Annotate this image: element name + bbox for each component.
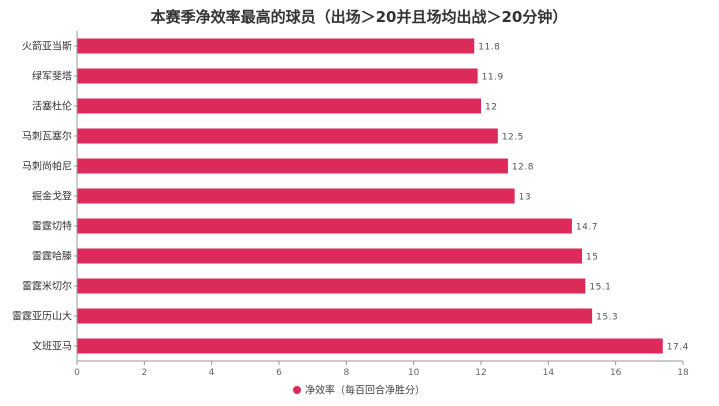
x-tick-label: 18: [677, 368, 689, 378]
data-label: 15.1: [589, 283, 611, 293]
bar[interactable]: [77, 188, 515, 204]
data-label: 15: [586, 253, 598, 263]
x-tick-label: 10: [408, 368, 420, 378]
bar[interactable]: [77, 248, 582, 264]
x-axis: 0 2 4 6 8 10 12 14 16 18: [74, 31, 689, 378]
x-tick-label: 8: [343, 368, 349, 378]
bar[interactable]: [77, 158, 508, 174]
bar[interactable]: [77, 218, 572, 234]
data-label: 12: [485, 103, 497, 113]
bars-layer: 火箭亚当斯 11.8 绿军斐塔 11.9 活塞杜伦 12 马刺瓦塞尔 12.5 马刺尚帕尼 12.…: [12, 38, 689, 354]
data-label: 12.8: [512, 163, 534, 173]
category-label: 火箭亚当斯: [22, 40, 72, 53]
bar[interactable]: [77, 38, 475, 54]
category-label: 马刺尚帕尼: [22, 160, 72, 173]
legend[interactable]: 净效率（每百回合净胜分）: [293, 384, 425, 397]
data-label: 17.4: [667, 343, 689, 353]
bar[interactable]: [77, 278, 586, 294]
category-label: 雷霆切特: [32, 221, 72, 233]
data-label: 11.9: [482, 73, 504, 83]
bar[interactable]: [77, 128, 498, 144]
x-tick-label: 16: [610, 368, 622, 378]
chart-title: 本赛季净效率最高的球员（出场＞20并且场均出战＞20分钟）: [151, 8, 568, 26]
category-label: 雷霆哈滕: [32, 250, 72, 263]
legend-marker: [293, 386, 301, 394]
x-tick-label: 0: [74, 368, 80, 378]
data-label: 11.8: [478, 43, 500, 53]
x-tick-label: 2: [141, 368, 147, 378]
x-tick-label: 6: [276, 368, 282, 378]
data-label: 15.3: [596, 313, 618, 323]
bar[interactable]: [77, 338, 663, 354]
data-label: 12.5: [502, 133, 524, 143]
x-tick-label: 14: [543, 368, 555, 378]
bar[interactable]: [77, 68, 478, 84]
category-label: 活塞杜伦: [32, 100, 72, 113]
category-label: 绿军斐塔: [32, 70, 72, 83]
category-label: 马刺瓦塞尔: [22, 130, 72, 143]
category-label: 雷霆亚历山大: [12, 310, 72, 323]
data-label: 13: [519, 193, 531, 203]
bar[interactable]: [77, 308, 593, 324]
category-label: 雷霆米切尔: [22, 280, 72, 293]
x-tick-label: 12: [475, 368, 486, 378]
category-label: 掘金戈登: [32, 190, 72, 203]
bar[interactable]: [77, 98, 481, 114]
x-tick-label: 4: [209, 368, 215, 378]
category-label: 文班亚马: [32, 340, 72, 353]
data-label: 14.7: [576, 223, 598, 233]
legend-label: 净效率（每百回合净胜分）: [305, 384, 425, 397]
